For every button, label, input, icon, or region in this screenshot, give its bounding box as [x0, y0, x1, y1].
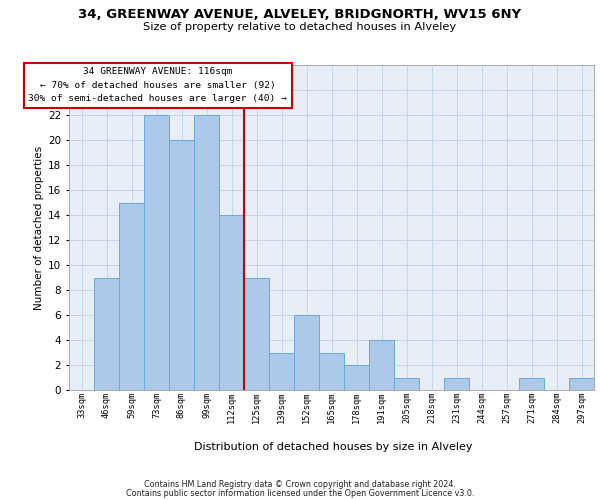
Text: Contains public sector information licensed under the Open Government Licence v3: Contains public sector information licen…	[126, 488, 474, 498]
Text: 34 GREENWAY AVENUE: 116sqm
← 70% of detached houses are smaller (92)
30% of semi: 34 GREENWAY AVENUE: 116sqm ← 70% of deta…	[28, 68, 287, 103]
Bar	[394, 378, 419, 390]
Y-axis label: Number of detached properties: Number of detached properties	[34, 146, 44, 310]
Bar	[369, 340, 394, 390]
Text: 34, GREENWAY AVENUE, ALVELEY, BRIDGNORTH, WV15 6NY: 34, GREENWAY AVENUE, ALVELEY, BRIDGNORTH…	[79, 8, 521, 20]
Bar	[294, 315, 319, 390]
Bar	[169, 140, 194, 390]
Bar	[444, 378, 469, 390]
Bar	[119, 202, 144, 390]
Text: Contains HM Land Registry data © Crown copyright and database right 2024.: Contains HM Land Registry data © Crown c…	[144, 480, 456, 489]
Text: Distribution of detached houses by size in Alveley: Distribution of detached houses by size …	[194, 442, 472, 452]
Bar	[344, 365, 369, 390]
Bar	[219, 215, 244, 390]
Bar	[94, 278, 119, 390]
Bar	[244, 278, 269, 390]
Bar	[144, 115, 169, 390]
Bar	[569, 378, 594, 390]
Text: Size of property relative to detached houses in Alveley: Size of property relative to detached ho…	[143, 22, 457, 32]
Bar	[269, 352, 294, 390]
Bar	[194, 115, 219, 390]
Bar	[519, 378, 544, 390]
Bar	[319, 352, 344, 390]
